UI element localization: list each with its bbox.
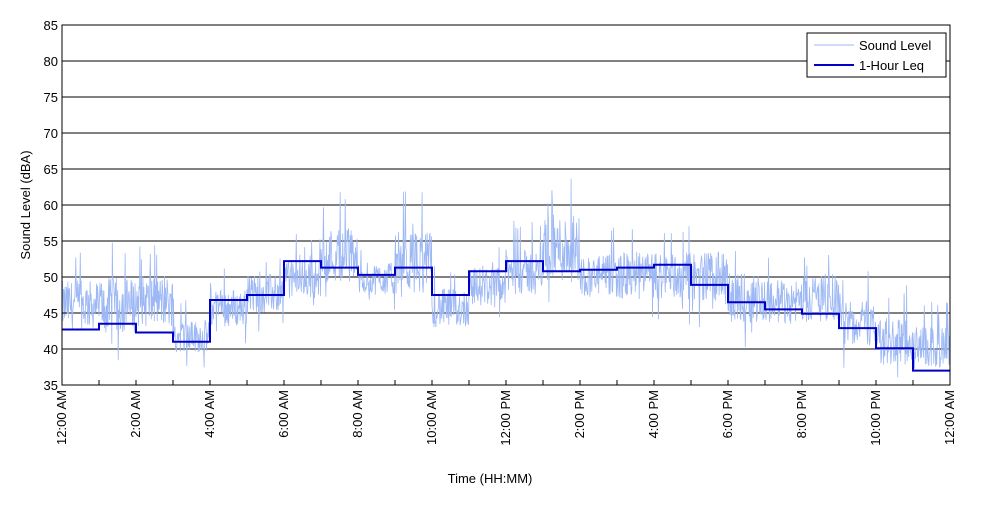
legend-sound-level-label: Sound Level: [859, 38, 931, 53]
y-tick-label: 80: [44, 54, 58, 69]
y-axis-label: Sound Level (dBA): [18, 150, 33, 259]
x-tick-label: 4:00 PM: [646, 390, 661, 438]
x-tick-label: 6:00 AM: [276, 390, 291, 438]
legend: Sound Level 1-Hour Leq: [806, 32, 947, 78]
x-tick-label: 4:00 AM: [202, 390, 217, 438]
x-tick-label: 6:00 PM: [720, 390, 735, 438]
y-tick-label: 45: [44, 306, 58, 321]
y-tick-label: 60: [44, 198, 58, 213]
leq-step-line: [62, 260, 950, 372]
grid-lines: [62, 60, 950, 350]
y-tick-label: 35: [44, 378, 58, 393]
x-tick-label: 2:00 PM: [572, 390, 587, 438]
x-tick-label: 12:00 AM: [54, 390, 69, 445]
y-tick-label: 85: [44, 18, 58, 33]
x-tick-label: 12:00 AM: [942, 390, 957, 445]
y-tick-label: 75: [44, 90, 58, 105]
x-tick-label: 2:00 AM: [128, 390, 143, 438]
x-tick-label: 10:00 PM: [868, 390, 883, 446]
y-tick-label: 40: [44, 342, 58, 357]
x-tick-label: 8:00 PM: [794, 390, 809, 438]
x-tick-label: 10:00 AM: [424, 390, 439, 445]
x-axis-label: Time (HH:MM): [448, 471, 533, 486]
leq-series: [62, 260, 950, 372]
x-axis-ticks: 12:00 AM 2:00 AM 4:00 AM 6:00 AM 8:00 AM 10:0…: [54, 380, 957, 446]
y-tick-label: 55: [44, 234, 58, 249]
legend-leq-label: 1-Hour Leq: [859, 58, 924, 73]
legend-box: [806, 32, 947, 78]
x-tick-label: 8:00 AM: [350, 390, 365, 438]
y-tick-label: 50: [44, 270, 58, 285]
y-axis-ticks: 35 40 45 50 55 60 65 70 75 80 85: [44, 18, 67, 393]
x-tick-label: 12:00 PM: [498, 390, 513, 446]
y-tick-label: 70: [44, 126, 58, 141]
y-tick-label: 65: [44, 162, 58, 177]
